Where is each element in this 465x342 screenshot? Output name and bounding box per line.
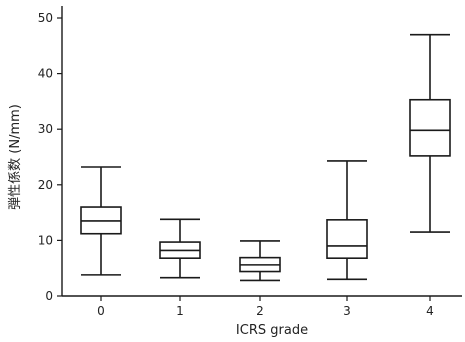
y-tick-label: 0 [45, 289, 53, 303]
box-iqr [326, 219, 368, 259]
labels: ICRS grade 弾性係数 (N/mm) [8, 104, 308, 338]
box-group-4 [409, 33, 451, 233]
box-group-2 [239, 240, 281, 282]
y-tick-label: 30 [38, 122, 53, 136]
x-tick-label: 4 [426, 304, 434, 318]
axes: 0 10 20 30 40 50 0 1 2 3 4 [38, 6, 462, 318]
box-group-3 [326, 160, 368, 281]
boxes [80, 33, 451, 282]
box-group-1 [159, 218, 201, 279]
box-iqr [409, 98, 451, 157]
x-axis-title: ICRS grade [236, 323, 308, 338]
y-axis-title: 弾性係数 (N/mm) [8, 104, 23, 210]
y-tick-label: 50 [38, 11, 53, 25]
x-tick-label: 2 [256, 304, 264, 318]
x-tick-label: 0 [97, 304, 105, 318]
y-tick-label: 10 [38, 233, 53, 247]
x-tick-label: 3 [343, 304, 351, 318]
x-tick-label: 1 [176, 304, 184, 318]
y-tick-label: 40 [38, 67, 53, 81]
box-group-0 [80, 166, 122, 276]
y-tick-label: 20 [38, 178, 53, 192]
